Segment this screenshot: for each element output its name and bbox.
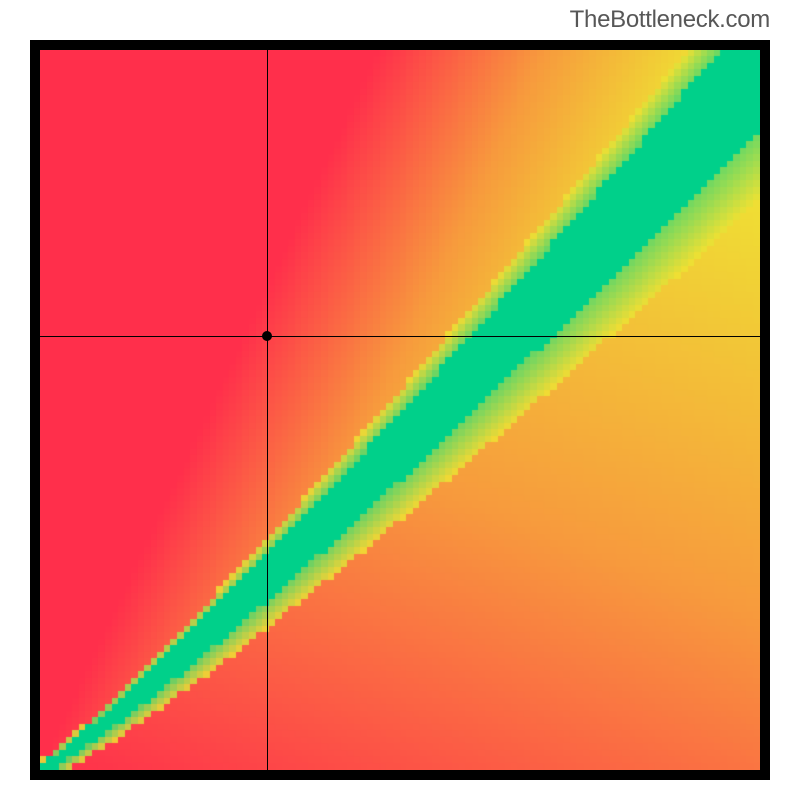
watermark-text: TheBottleneck.com	[570, 6, 770, 34]
heatmap-canvas	[40, 50, 760, 770]
chart-container: TheBottleneck.com	[0, 0, 800, 800]
plot-area	[30, 40, 770, 780]
crosshair-vertical	[267, 50, 268, 770]
crosshair-horizontal	[40, 336, 760, 337]
crosshair-marker	[262, 331, 272, 341]
